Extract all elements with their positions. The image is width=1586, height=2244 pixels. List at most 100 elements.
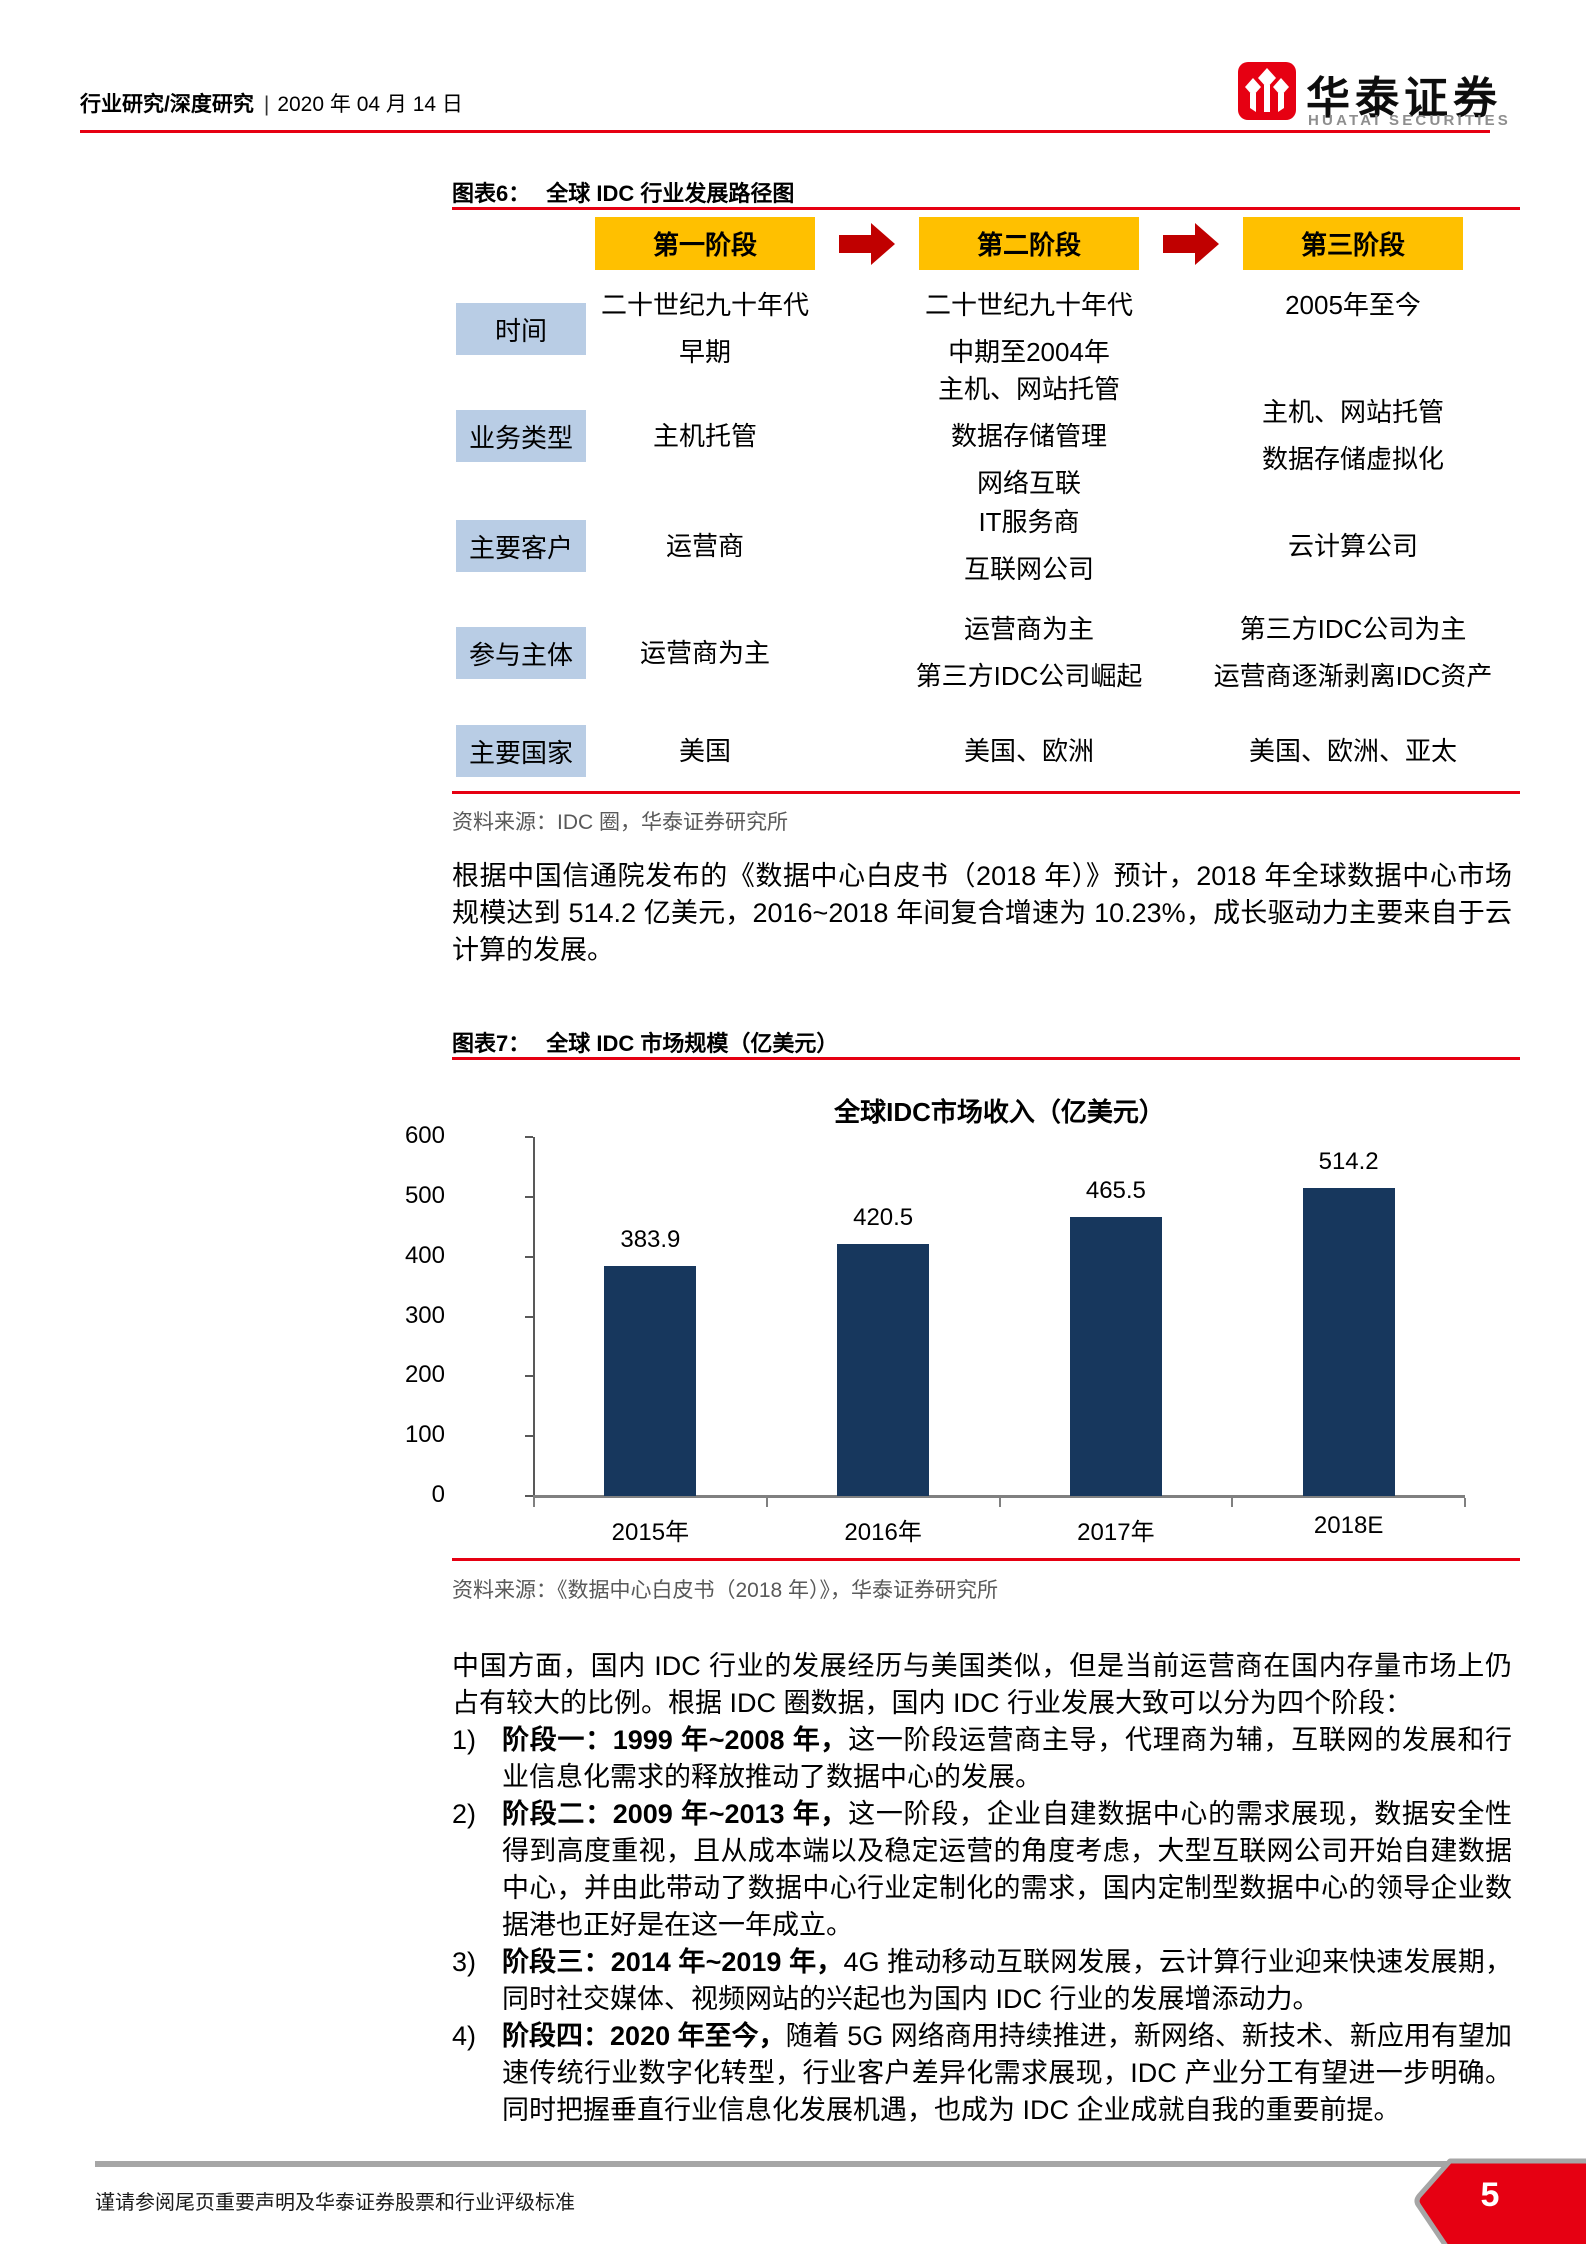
cell-line: 中期至2004年 [948, 337, 1110, 367]
list-item-lead: 阶段三：2014 年~2019 年， [502, 1947, 844, 1977]
footer-rule [95, 2161, 1450, 2167]
table-cell: 2005年至今 [1203, 282, 1503, 329]
chart-bar [1302, 1188, 1395, 1496]
y-axis-tick [525, 1315, 533, 1318]
y-axis-tick-label: 100 [404, 1421, 445, 1449]
cell-line: 主机托管 [652, 420, 757, 451]
body-paragraph-2: 中国方面，国内 IDC 行业的发展经历与美国类似，但是当前运营商在国内存量市场上… [452, 1651, 1512, 1718]
stage-box: 第二阶段 [919, 217, 1139, 270]
list-item: 2) 阶段二：2009 年~2013 年，这一阶段，企业自建数据中心的需求展现，… [452, 1796, 1512, 1944]
figure6-caption-title: 全球 IDC 行业发展路径图 [546, 181, 795, 206]
stage-arrow-icon [839, 223, 895, 265]
cell-line: 第三方IDC公司崛起 [915, 661, 1143, 691]
cell-line: 美国 [678, 735, 731, 766]
chart-bar [837, 1244, 930, 1496]
cell-line: 二十世纪九十年代 [924, 290, 1133, 320]
figure6-caption: 图表6： 全球 IDC 行业发展路径图 [452, 176, 794, 208]
cell-line: 云计算公司 [1287, 530, 1418, 561]
stage-box: 第三阶段 [1243, 217, 1463, 270]
header-divider: | [263, 93, 270, 116]
table-cell: 二十世纪九十年代 早期 [555, 282, 855, 376]
cell-line: 网络互联 [976, 467, 1081, 498]
x-axis-label: 2018E [1313, 1512, 1384, 1539]
list-item-lead: 阶段二：2009 年~2013 年， [502, 1799, 849, 1829]
cell-line: 运营商 [665, 530, 744, 561]
cell-line: 主机、网站托管 [1261, 397, 1444, 427]
x-axis-label: 2016年 [844, 1519, 922, 1546]
list-item: 4) 阶段四：2020 年至今，随着 5G 网络商用持续推进，新网络、新技术、新… [452, 2018, 1512, 2129]
huatai-logo [1238, 62, 1296, 120]
figure7-caption-title: 全球 IDC 市场规模（亿美元） [546, 1031, 839, 1056]
page-number: 5 [1480, 2176, 1500, 2214]
y-axis-tick [525, 1495, 533, 1497]
table-cell: 二十世纪九十年代 中期至2004年 [879, 282, 1179, 376]
body-paragraph-1: 根据中国信通院发布的《数据中心白皮书（2018 年）》预计，2018 年全球数据… [452, 861, 1512, 965]
body-section-china: 中国方面，国内 IDC 行业的发展经历与美国类似，但是当前运营商在国内存量市场上… [452, 1648, 1512, 2129]
bar-value-label: 465.5 [1085, 1177, 1146, 1204]
cell-line: 2005年至今 [1285, 290, 1421, 320]
bar-value-label: 514.2 [1318, 1148, 1379, 1175]
footer-disclaimer: 谨请参阅尾页重要声明及华泰证券股票和行业评级标准 [95, 2192, 575, 2214]
figure6-bottom-rule [452, 791, 1520, 794]
table-cell: 运营商为主 [555, 630, 855, 677]
y-axis-tick [525, 1195, 533, 1198]
cell-line: 第三方IDC公司为主 [1239, 614, 1467, 644]
list-item-text: 阶段四：2020 年至今，随着 5G 网络商用持续推进，新网络、新技术、新应用有… [502, 2018, 1512, 2129]
y-axis-tick-label: 600 [404, 1122, 445, 1149]
header-meta: 行业研究/深度研究 | 2020 年 04 月 14 日 [80, 88, 463, 118]
cell-line: 运营商为主 [963, 614, 1094, 644]
report-category: 行业研究/深度研究 [80, 93, 254, 116]
cell-line: 主机、网站托管 [937, 373, 1120, 404]
cell-line: 早期 [678, 337, 731, 367]
table-cell: 主机、网站托管 数据存储管理 网络互联 [879, 366, 1179, 507]
brand-name-cn: 华泰证券 [1306, 74, 1502, 123]
row-label: 参与主体 [456, 627, 586, 679]
chart-title: 全球IDC市场收入（亿美元） [834, 1097, 1165, 1127]
figure7-bottom-rule [452, 1558, 1520, 1561]
cell-line: 美国、欧洲、亚太 [1248, 735, 1457, 766]
table-cell: 美国 [555, 728, 855, 775]
list-item: 3) 阶段三：2014 年~2019 年，4G 推动移动互联网发展，云计算行业迎… [452, 1944, 1512, 2018]
figure6-caption-label: 图表6： [452, 181, 531, 206]
cell-line: 互联网公司 [963, 554, 1094, 584]
report-date: 2020 年 04 月 14 日 [277, 93, 463, 116]
cell-line: IT服务商 [978, 507, 1080, 537]
table-cell: 运营商 [555, 523, 855, 570]
list-item-lead: 阶段一：1999 年~2008 年， [502, 1725, 849, 1755]
brand-name-en: HUATAI SECURITIES [1308, 112, 1512, 129]
huatai-logo-icon [1238, 62, 1296, 120]
list-item-rest: 这一阶段，企业自建数据中心的需求展现，数据安全性得到高度重视，且从成本端以及稳定… [502, 1799, 1513, 1940]
cell-line: 运营商为主 [639, 637, 770, 668]
list-item-number: 4) [452, 2021, 477, 2051]
table-cell: 美国、欧洲、亚太 [1203, 728, 1503, 775]
row-label: 主要国家 [456, 725, 586, 777]
figure6-caption-rule [452, 207, 1520, 210]
stage-arrow-icon [1163, 223, 1219, 265]
list-item-rest: 这一阶段运营商主导，代理商为辅，互联网的发展和行业信息化需求的释放推动了数据中心… [502, 1725, 1513, 1792]
list-item-text: 阶段三：2014 年~2019 年，4G 推动移动互联网发展，云计算行业迎来快速… [502, 1944, 1512, 2018]
list-item-rest: 4G 推动移动互联网发展，云计算行业迎来快速发展期，同时社交媒体、视频网站的兴起… [502, 1947, 1512, 2014]
y-axis-tick [525, 1136, 533, 1138]
cell-line: 数据存储虚拟化 [1261, 444, 1444, 474]
x-axis-tick [1464, 1498, 1466, 1507]
table-cell: 主机托管 [555, 413, 855, 460]
page-number-ribbon-icon [1414, 2158, 1586, 2244]
chart-bar [604, 1266, 697, 1496]
y-axis-tick-label: 200 [404, 1361, 445, 1389]
cell-line: 二十世纪九十年代 [600, 290, 809, 320]
table-cell: 云计算公司 [1203, 523, 1503, 570]
list-item-number: 3) [452, 1947, 477, 1977]
figure6-source: 资料来源：IDC 圈，华泰证券研究所 [452, 811, 788, 834]
table-cell: 运营商为主第三方IDC公司崛起 [879, 606, 1179, 700]
table-cell: 第三方IDC公司为主 运营商逐渐剥离IDC资产 [1203, 606, 1503, 700]
cell-line: 数据存储管理 [950, 420, 1107, 451]
chart-bar [1069, 1217, 1162, 1496]
y-axis-tick-label: 300 [404, 1301, 445, 1329]
row-label: 时间 [456, 303, 586, 355]
figure7-caption-label: 图表7： [452, 1031, 531, 1056]
bar-value-label: 420.5 [853, 1204, 914, 1231]
figure7-source: 资料来源：《数据中心白皮书（2018 年）》，华泰证券研究所 [452, 1579, 999, 1602]
list-item: 1) 阶段一：1999 年~2008 年，这一阶段运营商主导，代理商为辅，互联网… [452, 1722, 1512, 1796]
y-axis-tick [525, 1435, 533, 1438]
